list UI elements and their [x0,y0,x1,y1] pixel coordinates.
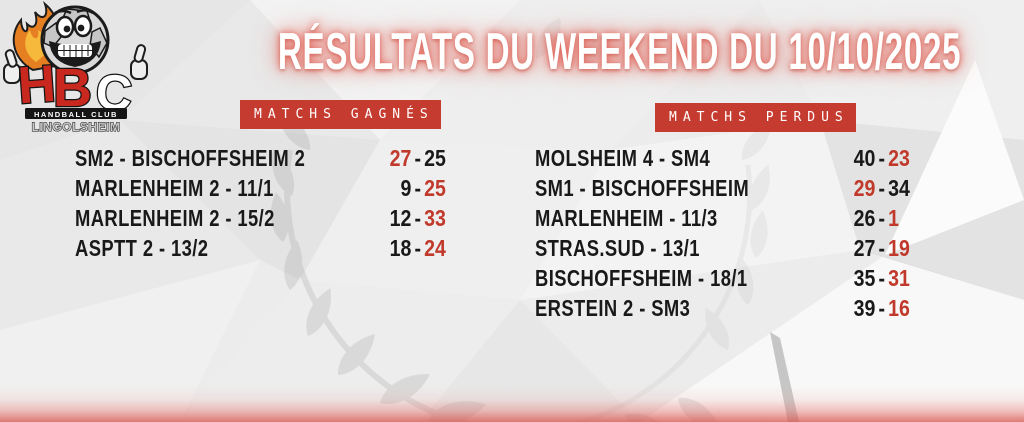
home-score: 35 [853,264,876,291]
fixture-label: SM1 - BISCHOFFSHEIM [535,174,750,201]
result-row: MARLENHEIM - 11/3 26 - 1 [535,203,917,233]
home-score: 27 [853,234,876,261]
handball-mascot-icon [40,5,110,75]
home-score: 18 [389,234,412,261]
score: 29 - 34 [845,175,917,202]
away-score: 1 [888,204,899,231]
fixture-label: MARLENHEIM - 11/3 [535,204,718,231]
score-separator: - [414,144,421,171]
club-name-label: HANDBALL CLUB [34,110,118,119]
score: 27 - 25 [381,145,453,172]
monogram-letter-h: H [16,55,58,115]
matches-lost-list: MOLSHEIM 4 - SM4 40 - 23 SM1 - BISCHOFFS… [535,143,917,323]
fixture-label: SM2 - BISCHOFFSHEIM 2 [75,144,306,171]
score: 12 - 33 [381,205,453,232]
result-row: MARLENHEIM 2 - 15/2 12 - 33 [75,203,453,233]
fixture-label: MOLSHEIM 4 - SM4 [535,144,711,171]
fixture-label: MARLENHEIM 2 - 11/1 [75,174,274,201]
home-score: 9 [400,174,412,201]
club-city-label: LINGOLSHEIM [32,120,121,134]
score-separator: - [878,264,885,291]
score: 9 - 25 [381,175,453,202]
fixture-label: STRAS.SUD - 13/1 [535,234,700,261]
page-title: RÉSULTATS DU WEEKEND DU 10/10/2025 [277,21,962,81]
score-separator: - [878,204,885,231]
fixture-label: ERSTEIN 2 - SM3 [535,294,691,321]
away-score: 25 [424,174,446,201]
score: 35 - 31 [845,265,917,292]
score: 26 - 1 [845,205,917,232]
result-row: BISCHOFFSHEIM - 18/1 35 - 31 [535,263,917,293]
away-score: 33 [424,204,446,231]
result-row: MOLSHEIM 4 - SM4 40 - 23 [535,143,917,173]
home-score: 27 [389,144,412,171]
score-separator: - [414,204,421,231]
thumbs-up-icon [3,44,148,84]
away-score: 16 [888,294,910,321]
away-score: 25 [424,144,446,171]
matches-lost-header: MATCHS PERDUS [655,103,856,132]
fixture-label: ASPTT 2 - 13/2 [75,234,209,261]
result-row: MARLENHEIM 2 - 11/1 9 - 25 [75,173,453,203]
home-score: 12 [389,204,412,231]
score-separator: - [878,234,885,261]
score: 39 - 16 [845,295,917,322]
score-separator: - [878,144,885,171]
away-score: 19 [888,234,910,261]
matches-won-list: SM2 - BISCHOFFSHEIM 2 27 - 25 MARLENHEIM… [75,143,453,263]
result-row: ASPTT 2 - 13/2 18 - 24 [75,233,453,263]
score: 27 - 19 [845,235,917,262]
away-score: 31 [888,264,910,291]
fixture-label: BISCHOFFSHEIM - 18/1 [535,264,748,291]
home-score: 39 [853,294,876,321]
fixture-label: MARLENHEIM 2 - 15/2 [75,204,275,231]
away-score: 23 [888,144,910,171]
score-separator: - [878,294,885,321]
matches-won-header: MATCHS GAGNÉS [240,100,441,129]
score-separator: - [878,174,885,201]
result-row: SM2 - BISCHOFFSHEIM 2 27 - 25 [75,143,453,173]
club-name-band [25,108,127,119]
away-score: 24 [424,234,446,261]
home-score: 40 [853,144,876,171]
result-row: ERSTEIN 2 - SM3 39 - 16 [535,293,917,323]
away-score: 34 [888,174,910,201]
club-logo: H B C HANDBALL CLUB LINGOLSHEIM [3,0,148,135]
result-row: SM1 - BISCHOFFSHEIM 29 - 34 [535,173,917,203]
score: 40 - 23 [845,145,917,172]
home-score: 26 [853,204,876,231]
result-row: STRAS.SUD - 13/1 27 - 19 [535,233,917,263]
score-separator: - [414,234,421,261]
home-score: 29 [853,174,876,201]
score: 18 - 24 [381,235,453,262]
score-separator: - [414,174,421,201]
